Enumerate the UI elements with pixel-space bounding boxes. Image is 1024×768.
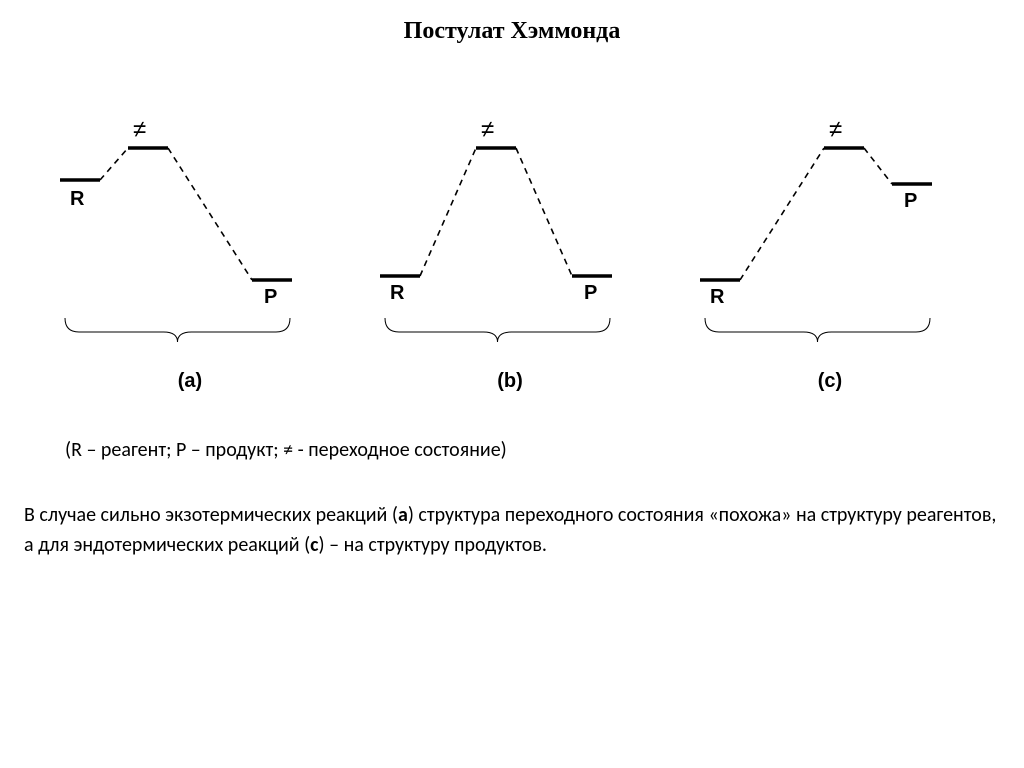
body-text-fragment: c bbox=[310, 533, 318, 557]
energy-diagram-b bbox=[360, 80, 660, 350]
legend-text: (R – реагент; P – продукт; ≠ - переходно… bbox=[65, 438, 965, 462]
page-title: Постулат Хэммонда bbox=[0, 18, 1024, 45]
product-label: P bbox=[904, 190, 917, 213]
body-text-fragment: В случае сильно экзотермических реакций … bbox=[24, 503, 398, 527]
product-label: P bbox=[584, 282, 597, 305]
reagent-label: R bbox=[710, 286, 724, 309]
body-text-fragment: ) – на структуру продуктов. bbox=[319, 533, 547, 557]
diagram-panel-c: RP≠(c) bbox=[680, 80, 980, 340]
transition-state-symbol: ≠ bbox=[829, 116, 842, 144]
body-text: В случае сильно экзотермических реакций … bbox=[24, 500, 1004, 560]
diagram-panel-a: RP≠(a) bbox=[40, 80, 340, 340]
panel-caption-a: (a) bbox=[40, 370, 340, 393]
energy-diagram-a bbox=[40, 80, 340, 350]
body-text-fragment: a bbox=[398, 503, 408, 527]
reagent-label: R bbox=[390, 282, 404, 305]
product-label: P bbox=[264, 286, 277, 309]
diagram-row: R P ≠ (a) R P ≠ (b) R P ≠ (c) bbox=[0, 80, 1024, 400]
diagram-panel-b: RP≠(b) bbox=[360, 80, 660, 340]
reagent-label: R bbox=[70, 188, 84, 211]
transition-state-symbol: ≠ bbox=[133, 116, 146, 144]
transition-state-symbol: ≠ bbox=[481, 116, 494, 144]
panel-caption-c: (c) bbox=[680, 370, 980, 393]
panel-caption-b: (b) bbox=[360, 370, 660, 393]
